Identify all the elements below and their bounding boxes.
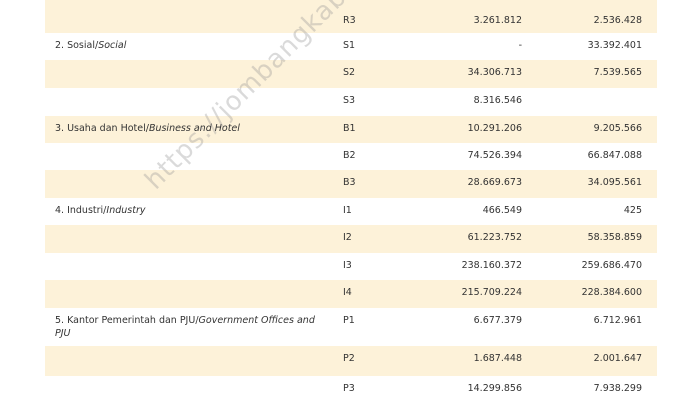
cell-code: I4 (343, 287, 352, 298)
cell-v2: 66.847.088 (587, 150, 642, 161)
label-text: 3. Usaha dan Hotel/ (55, 123, 149, 134)
cell-v1: 215.709.224 (461, 287, 522, 298)
label-text: 4. Industri/ (55, 205, 107, 216)
table-row: S2 34.306.713 7.539.565 (45, 60, 657, 88)
cell-code: S1 (343, 40, 356, 51)
cell-code: B2 (343, 150, 356, 161)
table-row: P3 14.299.856 7.938.299 (45, 376, 657, 400)
cell-v1: 61.223.752 (467, 232, 522, 243)
cell-v1: - (518, 40, 522, 51)
row-label: 5. Kantor Pemerintah dan PJU/Government … (55, 314, 325, 340)
table-row: I4 215.709.224 228.384.600 (45, 280, 657, 308)
cell-code: I2 (343, 232, 352, 243)
cell-v1: 6.677.379 (473, 315, 522, 326)
cell-code: S3 (343, 95, 356, 106)
cell-v2: 425 (623, 205, 642, 216)
cell-v2: 228.384.600 (581, 287, 642, 298)
cell-code: P2 (343, 353, 355, 364)
cell-v1: 1.687.448 (473, 353, 522, 364)
table-row: I2 61.223.752 58.358.859 (45, 225, 657, 253)
label-italic: Business and Hotel (148, 123, 240, 134)
cell-v1: 14.299.856 (467, 383, 522, 394)
table-row: 2. Sosial/Social S1 - 33.392.401 (45, 33, 657, 60)
row-label: 2. Sosial/Social (55, 39, 325, 52)
cell-v2: 7.539.565 (593, 67, 642, 78)
cell-code: S2 (343, 67, 356, 78)
cell-v1: 10.291.206 (467, 123, 522, 134)
row-label: 4. Industri/Industry (55, 204, 325, 217)
table-row: B3 28.669.673 34.095.561 (45, 170, 657, 198)
cell-v2: 9.205.566 (593, 123, 642, 134)
cell-v2: 34.095.561 (587, 177, 642, 188)
table-row: 3. Usaha dan Hotel/Business and Hotel B1 1… (45, 116, 657, 143)
cell-v2: 33.392.401 (587, 40, 642, 51)
cell-code: P3 (343, 383, 355, 394)
label-text: 5. Kantor Pemerintah dan PJU/ (55, 315, 199, 326)
table-row: S3 8.316.546 (45, 88, 657, 116)
label-italic: Social (98, 40, 127, 51)
cell-code: I1 (343, 205, 352, 216)
cell-v1: 466.549 (482, 205, 522, 216)
row-label: 3. Usaha dan Hotel/Business and Hotel (55, 122, 325, 135)
label-italic: Industry (106, 205, 146, 216)
cell-code: B3 (343, 177, 356, 188)
cell-v1: 8.316.546 (473, 95, 522, 106)
cell-v2: 2.001.647 (593, 353, 642, 364)
table-row: 5. Kantor Pemerintah dan PJU/Government … (45, 308, 657, 346)
cell-v1: 34.306.713 (467, 67, 522, 78)
table-row: P2 1.687.448 2.001.647 (45, 346, 657, 376)
table-row: I3 238.160.372 259.686.470 (45, 253, 657, 280)
cell-v2: 7.938.299 (593, 383, 642, 394)
cell-code: B1 (343, 123, 356, 134)
cell-v2: 6.712.961 (593, 315, 642, 326)
cell-v2: 58.358.859 (587, 232, 642, 243)
cell-code: I3 (343, 260, 352, 271)
table-row: B2 74.526.394 66.847.088 (45, 143, 657, 170)
cell-code: R3 (343, 15, 356, 26)
cell-v1: 74.526.394 (467, 150, 522, 161)
cut-row (45, 0, 657, 8)
label-italic: Government Offices and PJU (55, 315, 315, 339)
cell-v1: 3.261.812 (473, 15, 522, 26)
cell-v1: 238.160.372 (461, 260, 522, 271)
cell-v2: 259.686.470 (581, 260, 642, 271)
table-row: 4. Industri/Industry I1 466.549 425 (45, 198, 657, 225)
cell-code: P1 (343, 315, 355, 326)
cell-v2: 2.536.428 (593, 15, 642, 26)
table-row: R3 3.261.812 2.536.428 (45, 8, 657, 33)
cell-v1: 28.669.673 (467, 177, 522, 188)
label-text: 2. Sosial/ (55, 40, 99, 51)
